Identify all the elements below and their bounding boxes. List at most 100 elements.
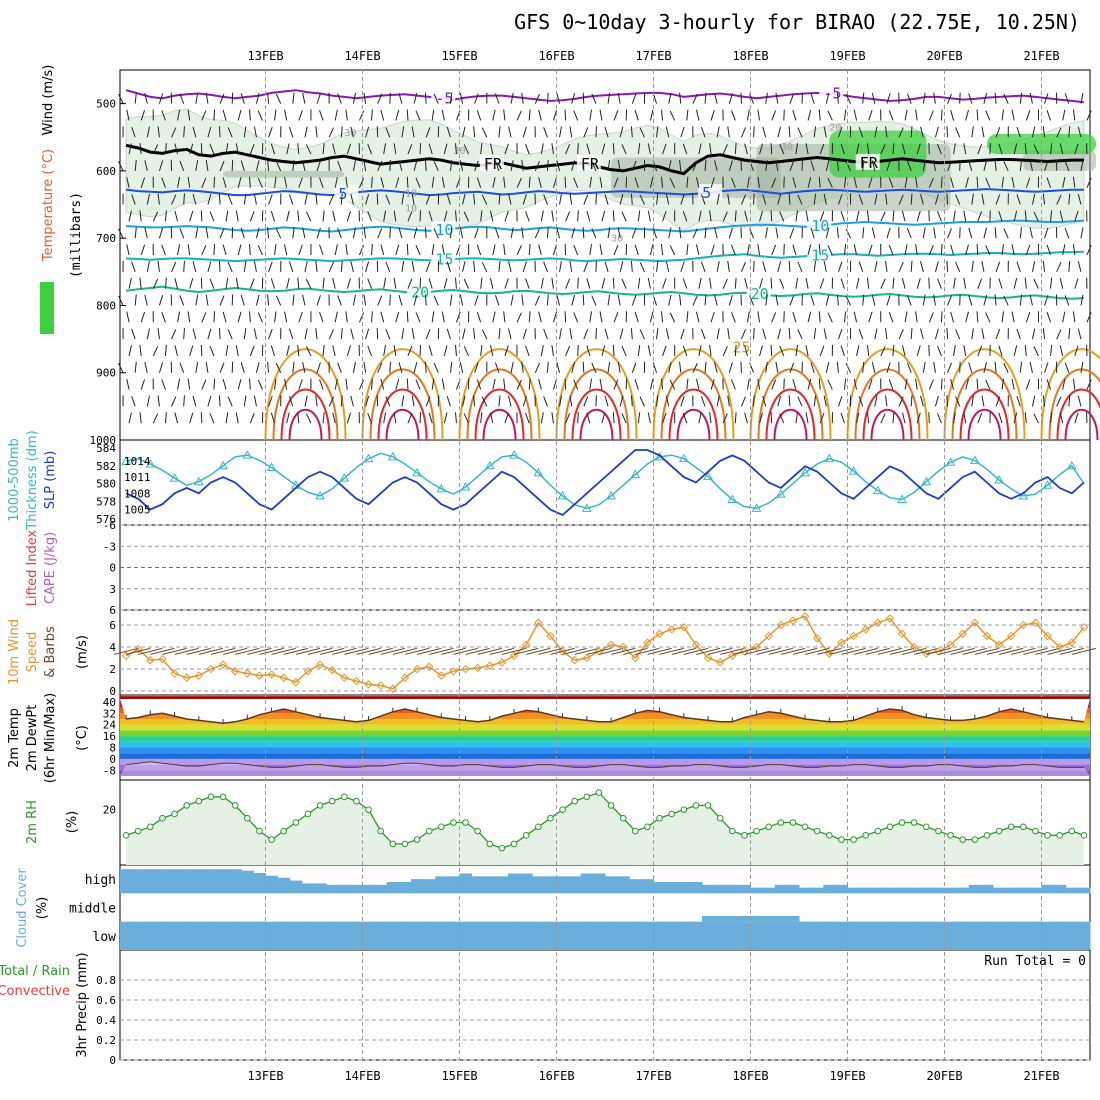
wind-barb — [267, 227, 270, 239]
wind-barb — [406, 176, 409, 188]
wind-barb — [227, 396, 233, 407]
wind-barb — [995, 396, 1001, 407]
wind-barb — [818, 378, 821, 390]
cloud-bar-low — [289, 921, 303, 950]
cloud-bar-high — [326, 884, 339, 894]
wind-barb — [571, 93, 576, 104]
cloud-bar-low — [835, 921, 848, 950]
cloud-bar-low — [823, 921, 836, 950]
wind-barb — [1068, 126, 1071, 138]
slp-tick: 1008 — [124, 487, 151, 500]
wind-barb — [647, 277, 651, 289]
wind-barb — [1046, 379, 1052, 390]
pressure-tick: 900 — [96, 367, 116, 380]
chart-title: GFS 0~10day 3-hourly for BIRAO (22.75E, … — [514, 10, 1080, 34]
wind-barb — [649, 109, 654, 121]
wind-barb — [892, 277, 895, 289]
wind-barb — [152, 144, 159, 155]
wind-barb — [192, 328, 197, 340]
wind-barb — [516, 177, 522, 188]
wind-barb — [777, 126, 782, 138]
cloud-bar-low — [483, 921, 497, 950]
warm-contour — [943, 348, 1026, 441]
wind-barb — [540, 143, 544, 155]
wind-barb — [476, 311, 482, 323]
wind-barb — [508, 126, 512, 138]
wind-barb — [274, 244, 277, 256]
wind-barb — [428, 278, 433, 289]
wind-barb — [709, 412, 712, 424]
wind-barb — [377, 160, 383, 172]
wind-barb — [901, 143, 906, 155]
wind-barb — [521, 159, 524, 171]
wind-barb — [934, 395, 939, 407]
wind-barb — [591, 160, 597, 172]
rh2m-marker — [159, 814, 166, 822]
wind-speed-marker — [582, 653, 592, 663]
wind-barb — [662, 143, 667, 155]
wind-barb — [556, 93, 561, 104]
rh-contour-label: 30 — [781, 142, 793, 153]
wind-barb — [443, 345, 448, 357]
wind-barb — [805, 210, 809, 222]
wind-barb — [818, 109, 821, 121]
wind-barb — [187, 378, 191, 390]
wind-barb — [898, 127, 904, 138]
thickness-marker — [193, 476, 204, 486]
wind-barb — [385, 396, 391, 407]
rh2m-marker — [995, 827, 1003, 835]
wind-barb — [222, 177, 227, 188]
cloud-bar-low — [883, 921, 897, 950]
wind-barb — [621, 413, 627, 424]
wind-barb — [716, 193, 720, 205]
cloud-bar-high — [750, 887, 764, 894]
cloud-bar-high — [847, 887, 861, 894]
cloud-bar-high — [289, 880, 303, 894]
wind-barb — [888, 312, 894, 323]
wind-speed-marker — [643, 638, 652, 647]
wind-barb — [235, 277, 239, 289]
wind-barb — [510, 160, 514, 172]
wind-barb — [380, 311, 385, 323]
temp-tick: 8 — [109, 741, 116, 754]
wind10m-barb — [865, 647, 890, 655]
wind-barb — [647, 412, 651, 424]
wind-barb — [227, 194, 233, 205]
wind-barb — [455, 177, 461, 188]
wind-barb — [589, 311, 593, 323]
temp-color-band — [120, 741, 1090, 748]
wind-barb — [274, 311, 277, 323]
wind-barb — [922, 361, 926, 373]
wind-barb — [771, 312, 777, 323]
precip-tick: 0.2 — [96, 1034, 116, 1047]
wind-barb — [965, 109, 969, 121]
wind-barb — [775, 160, 779, 171]
wind-barb — [599, 311, 603, 323]
wind-barb — [257, 245, 263, 256]
rh2m-marker — [753, 827, 760, 835]
wind-barb — [367, 278, 373, 289]
wind10m-barb — [756, 647, 781, 655]
wind-barb — [126, 378, 130, 390]
thickness-marker — [557, 490, 568, 500]
wind-barb — [552, 109, 557, 121]
wind-barb — [601, 143, 606, 155]
wind-barb — [383, 277, 387, 289]
wind-barb — [853, 176, 858, 188]
wind-barb — [401, 260, 405, 272]
wind-barb — [573, 110, 579, 121]
cloud-bar-high — [192, 869, 206, 894]
wind-barb — [1025, 379, 1031, 390]
cloud-bar-low — [1041, 921, 1055, 950]
wind-barb — [454, 277, 457, 289]
wind-barb — [700, 194, 706, 205]
wind-barb — [920, 395, 924, 407]
wind-barb — [389, 227, 391, 239]
cloud-bar-high — [168, 869, 182, 894]
wind-barb — [753, 328, 755, 340]
wind-barb — [840, 211, 845, 222]
wind-barb — [856, 345, 860, 357]
cloud-bar-high — [799, 887, 812, 894]
wind-barb — [950, 109, 955, 121]
wind-barb — [981, 126, 985, 138]
